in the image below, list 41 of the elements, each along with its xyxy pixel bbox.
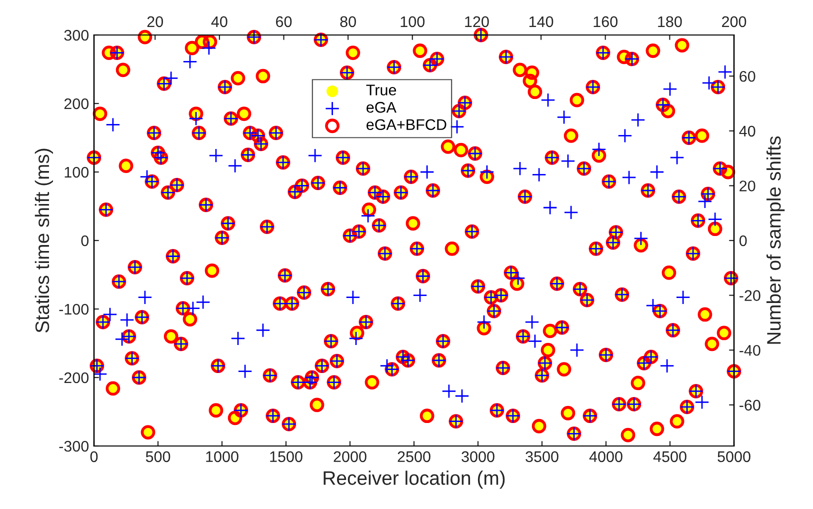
y-tick-label: 300 xyxy=(64,30,89,41)
x-tick-label: 5000 xyxy=(718,451,750,462)
x2-tick-label: 160 xyxy=(594,16,618,28)
x2-tick-label: 100 xyxy=(400,16,425,28)
x2-tick-label: 200 xyxy=(722,16,746,28)
y2-tick-label: 0 xyxy=(739,235,747,246)
y2-axis-title: Number of sample shifts xyxy=(766,136,785,344)
y-tick-label: 0 xyxy=(81,235,89,246)
y-tick-label: 100 xyxy=(64,166,89,178)
y2-tick-label: -40 xyxy=(740,344,760,356)
x2-tick-label: 60 xyxy=(276,16,292,28)
y-axis-title: Statics time shift (ms) xyxy=(34,148,53,333)
x-tick-label: 4500 xyxy=(653,451,686,462)
y2-tick-label: -20 xyxy=(740,290,760,301)
y-tick-label: -300 xyxy=(59,440,89,452)
y-tick-label: -100 xyxy=(59,304,89,315)
y2-tick-label: -60 xyxy=(740,400,760,411)
x-tick-label: 1500 xyxy=(270,451,302,462)
x-tick-label: 3000 xyxy=(462,451,494,462)
x-axis-title: Receiver location (m) xyxy=(324,470,505,489)
x-tick-label: 500 xyxy=(146,451,170,462)
x-tick-label: 2500 xyxy=(398,451,430,462)
legend-label: eGA+BFCD xyxy=(366,119,446,130)
legend-label: True xyxy=(366,84,396,96)
x-tick-label: 4000 xyxy=(589,451,622,462)
x-tick-label: 0 xyxy=(90,451,98,462)
y2-tick-label: 20 xyxy=(740,180,756,192)
legend-label: eGA xyxy=(366,102,396,113)
x-tick-label: 1000 xyxy=(206,451,238,462)
x2-tick-label: 180 xyxy=(658,16,682,28)
x-tick-label: 2000 xyxy=(334,451,366,462)
y-tick-label: 200 xyxy=(64,98,89,110)
y-tick-label: -200 xyxy=(59,372,89,384)
y2-tick-label: 40 xyxy=(739,126,756,137)
x2-tick-label: 80 xyxy=(340,16,356,28)
x2-tick-label: 140 xyxy=(529,16,554,28)
y2-tick-label: 60 xyxy=(740,70,756,82)
x2-tick-label: 120 xyxy=(465,16,489,28)
x2-tick-label: 40 xyxy=(211,16,228,28)
x2-tick-label: 20 xyxy=(147,16,164,28)
x-tick-label: 3500 xyxy=(526,451,558,462)
